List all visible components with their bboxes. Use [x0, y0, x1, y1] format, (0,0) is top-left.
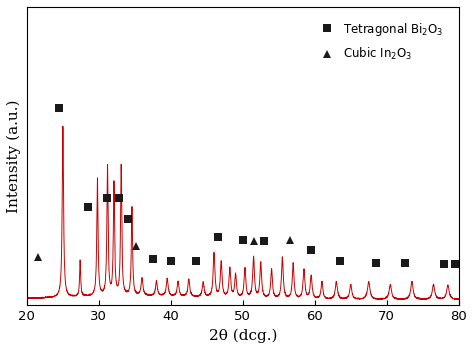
Legend: Tetragonal Bi$_2$O$_3$, Cubic In$_2$O$_3$: Tetragonal Bi$_2$O$_3$, Cubic In$_2$O$_3…: [310, 16, 448, 66]
X-axis label: 2θ (dcg.): 2θ (dcg.): [209, 329, 277, 343]
Y-axis label: Intensity (a.u.): Intensity (a.u.): [7, 99, 21, 213]
